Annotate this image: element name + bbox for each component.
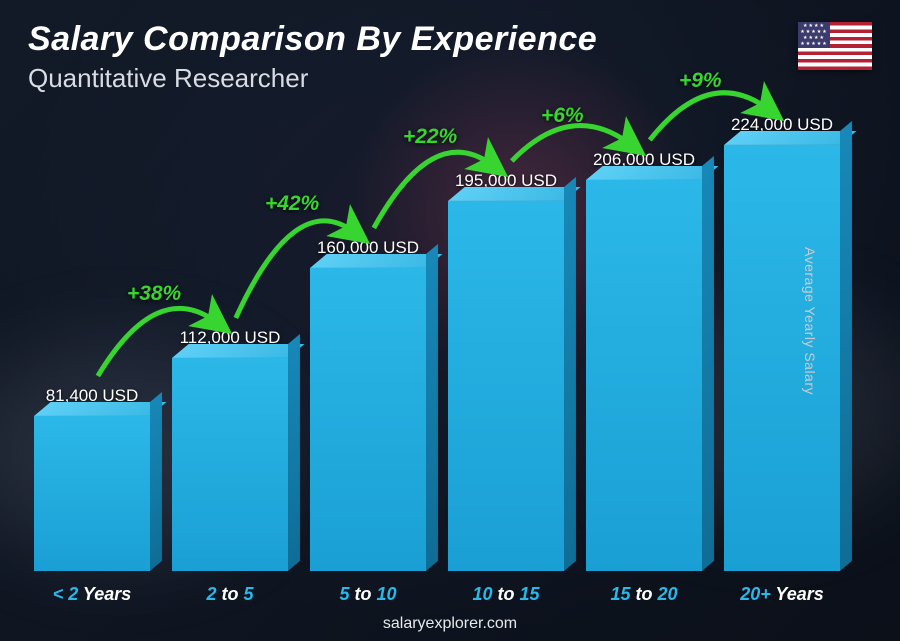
- bar: [310, 268, 426, 571]
- x-axis-label: 10 to 15: [448, 584, 564, 605]
- bar-column: 224,000 USD: [724, 115, 840, 571]
- bar-column: 206,000 USD: [586, 150, 702, 571]
- flag-icon: [798, 22, 872, 70]
- chart-title: Salary Comparison By Experience: [28, 20, 872, 59]
- x-axis-label: 5 to 10: [310, 584, 426, 605]
- bar-column: 81,400 USD: [34, 386, 150, 571]
- chart-subtitle: Quantitative Researcher: [28, 63, 872, 94]
- x-axis: < 2 Years 2 to 5 5 to 10 10 to 15 15 to 20 20…: [34, 584, 840, 605]
- bar-column: 112,000 USD: [172, 328, 288, 571]
- bar: [448, 201, 564, 571]
- x-axis-label: 15 to 20: [586, 584, 702, 605]
- x-axis-label: 2 to 5: [172, 584, 288, 605]
- bar: [586, 180, 702, 571]
- footer-attribution: salaryexplorer.com: [0, 615, 900, 633]
- header: Salary Comparison By Experience Quantita…: [28, 20, 872, 94]
- bar: [172, 358, 288, 571]
- bar-chart: 81,400 USD112,000 USD160,000 USD195,000 …: [34, 120, 840, 571]
- bar-column: 195,000 USD: [448, 171, 564, 571]
- bar-column: 160,000 USD: [310, 238, 426, 571]
- bar: [724, 145, 840, 571]
- y-axis-label: Average Yearly Salary: [802, 247, 818, 395]
- bar: [34, 416, 150, 571]
- x-axis-label: < 2 Years: [34, 584, 150, 605]
- x-axis-label: 20+ Years: [724, 584, 840, 605]
